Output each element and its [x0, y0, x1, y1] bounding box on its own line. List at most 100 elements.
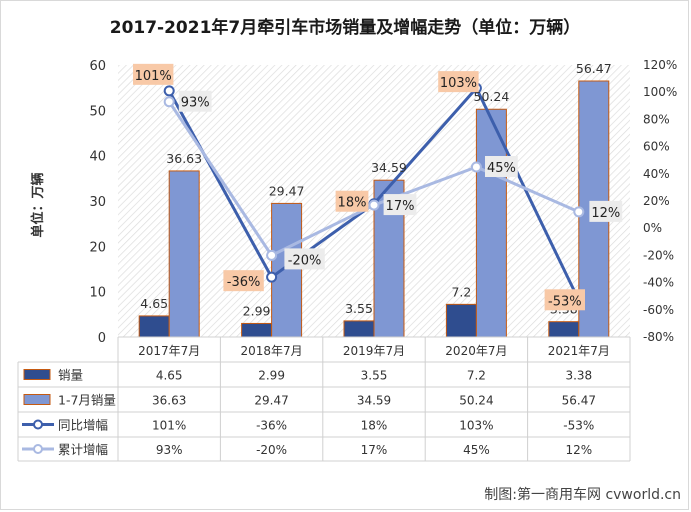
y2-tick-label: -80% — [643, 330, 674, 344]
y2-tick-label: -60% — [643, 303, 674, 317]
line-point — [163, 85, 175, 97]
x-tick-label: 2017年7月 — [138, 344, 200, 358]
y-axis-label: 单位：万辆 — [30, 172, 46, 237]
x-tick-label: 2021年7月 — [548, 344, 610, 358]
legend-label: 同比增幅 — [58, 418, 108, 433]
line-point — [368, 199, 380, 211]
legend-swatch-marker — [33, 419, 43, 430]
yoy-data-label-bg — [223, 270, 264, 292]
cumulative-data-label: 93% — [181, 96, 210, 111]
cumulative-data-label-bg — [284, 248, 325, 270]
y-tick-label: 40 — [89, 150, 106, 165]
y2-tick-label: -40% — [643, 276, 674, 290]
yoy-data-label: -53% — [548, 294, 582, 309]
bar-data-label: 29.47 — [269, 183, 305, 198]
bar-cumulative — [168, 170, 200, 338]
y2-tick-label: -20% — [643, 248, 674, 262]
y-tick-label: 0 — [98, 331, 106, 346]
table-cell: 18% — [361, 419, 388, 433]
y2-tick-label: 120% — [643, 58, 677, 72]
cumulative-data-label-bg — [178, 90, 212, 112]
line-point — [266, 271, 278, 283]
bar-data-label: 7.2 — [451, 284, 471, 299]
yoy-data-label-bg — [133, 63, 174, 85]
table-cell: 2.99 — [258, 369, 285, 383]
y-tick-label: 30 — [89, 195, 106, 210]
bar-data-label: 34.59 — [371, 160, 407, 175]
legend-label: 累计增幅 — [58, 442, 108, 457]
x-tick-label: 2018年7月 — [241, 344, 303, 358]
table-cell: 93% — [156, 443, 183, 457]
yoy-data-label: -36% — [227, 275, 261, 290]
table-cell: 29.47 — [254, 394, 288, 408]
bar-monthly — [548, 321, 580, 338]
y2-tick-label: 40% — [643, 167, 670, 181]
line-point — [163, 96, 175, 108]
table-cell: 36.63 — [152, 394, 186, 408]
chart-title: 2017-2021年7月牵引车市场销量及增幅走势（单位：万辆） — [110, 17, 581, 38]
yoy-data-label-bg — [544, 289, 585, 311]
table-cell: 4.65 — [156, 369, 183, 383]
table-cell: 56.47 — [562, 394, 596, 408]
x-tick-label: 2020年7月 — [445, 344, 507, 358]
bar-data-label: 56.47 — [576, 61, 612, 76]
cumulative-data-label-bg — [485, 156, 518, 177]
bar-monthly — [138, 315, 170, 338]
table-cell: 45% — [463, 443, 490, 457]
table-cell: 50.24 — [459, 394, 493, 408]
legend-label: 销量 — [58, 368, 83, 383]
y2-tick-label: 100% — [643, 85, 677, 99]
table-cell: 34.59 — [357, 394, 391, 408]
bar-monthly — [445, 303, 477, 338]
legend-label: 1-7月销量 — [58, 393, 116, 408]
table-cell: 12% — [565, 443, 592, 457]
y2-tick-label: 60% — [643, 140, 670, 154]
y-tick-label: 10 — [89, 286, 106, 301]
bar-cumulative — [475, 108, 507, 338]
yoy-data-label: 18% — [338, 196, 367, 211]
table-cell: -36% — [256, 419, 287, 433]
y2-tick-label: 20% — [643, 194, 670, 208]
cumulative-data-label-bg — [589, 200, 623, 222]
yoy-data-label: 103% — [440, 76, 477, 91]
bar-cumulative — [271, 202, 303, 338]
y2-tick-label: 0% — [643, 221, 662, 235]
table-cell: 101% — [152, 419, 186, 433]
y-tick-label: 60 — [89, 59, 106, 74]
bar-monthly — [241, 322, 273, 338]
table-cell: 103% — [459, 419, 493, 433]
y2-tick-label: 80% — [643, 112, 670, 126]
legend-swatch — [23, 369, 51, 380]
line-point — [573, 206, 585, 218]
bar-data-label: 2.99 — [243, 303, 271, 318]
yoy-data-label: 101% — [135, 69, 172, 84]
yoy-data-label-bg — [335, 190, 369, 212]
bar-data-label: 3.55 — [345, 301, 373, 316]
cumulative-data-label: -20% — [288, 253, 322, 268]
bar-data-label: 4.65 — [140, 296, 168, 311]
bar-monthly — [343, 320, 375, 338]
table-cell: 17% — [361, 443, 388, 457]
bar-data-label: 50.24 — [474, 89, 510, 104]
legend-swatch — [23, 394, 51, 405]
y-tick-label: 20 — [89, 240, 106, 255]
y-tick-label: 50 — [89, 104, 106, 119]
cumulative-data-label: 12% — [591, 206, 620, 221]
line-point — [470, 161, 482, 173]
line-point — [266, 249, 278, 261]
table-cell: -53% — [563, 419, 594, 433]
yoy-data-label-bg — [438, 71, 479, 93]
cumulative-data-label: 17% — [386, 199, 415, 214]
cumulative-data-label-bg — [383, 194, 417, 216]
table-cell: 3.38 — [565, 369, 592, 383]
table-cell: 3.55 — [361, 369, 388, 383]
table-cell: 7.2 — [467, 369, 486, 383]
cumulative-data-label: 45% — [487, 161, 516, 176]
bar-data-label: 36.63 — [166, 151, 202, 166]
legend-swatch-marker — [33, 444, 43, 454]
x-tick-label: 2019年7月 — [343, 344, 405, 358]
table-cell: -20% — [256, 443, 287, 457]
source-credit: 制图:第一商用车网 cvworld.cn — [484, 487, 681, 503]
